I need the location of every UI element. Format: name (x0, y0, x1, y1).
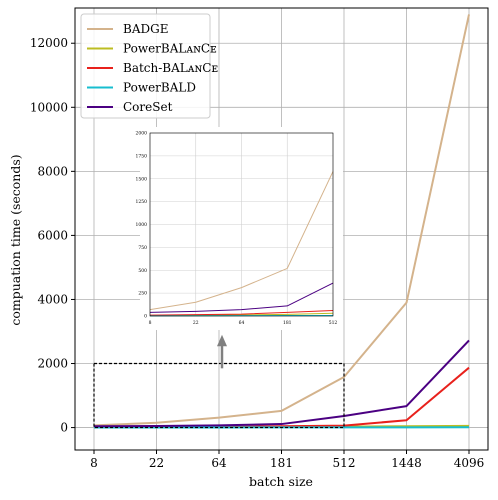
zoom-arrow-head (217, 334, 227, 347)
inset-y-tick-label: 1750 (136, 153, 148, 159)
legend: BADGE PowerBALᴀɴCᴇ Batch-BALᴀɴCᴇ PowerBALD C… (80, 13, 218, 119)
x-tick-label: 8 (90, 456, 98, 470)
x-tick-label: 181 (270, 456, 293, 470)
series-line-0 (93, 14, 470, 427)
inset-frame (149, 132, 334, 317)
zoom-box (93, 362, 345, 429)
inset-x-tick-label: 22 (193, 320, 199, 326)
inset-y-tick-label: 1000 (136, 222, 148, 228)
y-tick-label: 0 (60, 421, 68, 435)
inset-y-tick-label: 1250 (136, 199, 148, 205)
inset-y-tick-label: 0 (144, 314, 147, 320)
inset-y-tick-label: 1500 (136, 176, 148, 182)
y-tick-label: 12000 (30, 36, 68, 50)
y-tick-label: 10000 (30, 100, 68, 114)
legend-label-1: PowerBALᴀɴCᴇ (123, 42, 217, 56)
legend-label-0: BADGE (123, 22, 168, 36)
inset-y-tick-label: 2000 (136, 131, 148, 137)
x-tick-label: 1448 (391, 456, 422, 470)
inset-series-line-4 (149, 282, 334, 313)
inset-x-tick-label: 512 (329, 320, 338, 326)
inset-y-tick-label: 750 (138, 245, 147, 251)
x-tick-label: 22 (149, 456, 164, 470)
inset-x-tick-label: 8 (149, 320, 152, 326)
inset-y-tick-label: 500 (138, 268, 147, 274)
inset-series-line-2 (149, 310, 334, 316)
inset-plot: 8 22 64 181 512 0 250 500 750 1000 1250 1500 1750 200… (136, 127, 343, 330)
series-line-4 (93, 339, 470, 428)
legend-label-2: Batch-BALᴀɴCᴇ (123, 61, 218, 75)
inset-y-tick-label: 250 (138, 291, 147, 297)
x-tick-label: 4096 (454, 456, 485, 470)
inset-x-tick-label: 64 (239, 320, 245, 326)
inset-series-line-0 (149, 171, 334, 311)
y-axis-label: compuation time (seconds) (8, 154, 23, 325)
legend-box (80, 13, 211, 119)
y-tick-label: 2000 (37, 357, 68, 371)
y-tick-label: 8000 (37, 164, 68, 178)
x-tick-label: 512 (333, 456, 356, 470)
legend-label-4: CoreSet (123, 100, 173, 114)
legend-label-3: PowerBALD (123, 81, 196, 95)
inset-x-tick-label: 181 (283, 320, 292, 326)
y-tick-label: 6000 (37, 228, 68, 242)
y-tick-label: 4000 (37, 292, 68, 306)
x-axis-label: batch size (249, 474, 313, 489)
x-tick-label: 64 (211, 456, 227, 470)
